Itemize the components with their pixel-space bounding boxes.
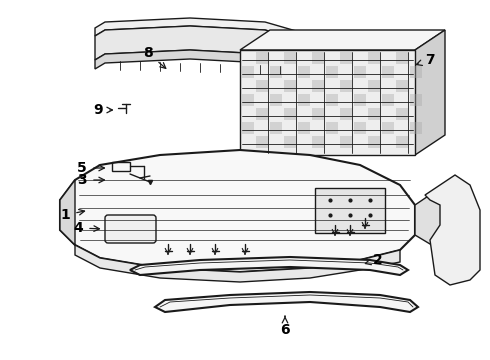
Bar <box>242 94 254 106</box>
Bar <box>242 66 254 78</box>
Text: 8: 8 <box>143 46 166 68</box>
Bar <box>284 80 296 92</box>
Bar <box>256 136 268 148</box>
FancyBboxPatch shape <box>105 215 156 243</box>
Polygon shape <box>240 50 415 155</box>
Bar <box>396 136 408 148</box>
Bar <box>312 108 324 120</box>
Bar <box>340 80 352 92</box>
Bar <box>368 80 380 92</box>
Text: 9: 9 <box>93 103 112 117</box>
Polygon shape <box>60 180 75 245</box>
Text: 4: 4 <box>73 221 99 235</box>
Bar <box>298 94 310 106</box>
Bar <box>382 66 394 78</box>
Bar <box>340 108 352 120</box>
Bar <box>312 52 324 64</box>
Bar <box>410 94 422 106</box>
Bar <box>354 94 366 106</box>
Polygon shape <box>315 188 385 233</box>
Bar <box>368 52 380 64</box>
Polygon shape <box>95 18 310 42</box>
Bar <box>382 122 394 134</box>
Bar <box>326 94 338 106</box>
Text: 5: 5 <box>77 161 104 175</box>
Polygon shape <box>75 245 400 282</box>
Bar <box>242 122 254 134</box>
Bar <box>368 108 380 120</box>
Bar <box>298 122 310 134</box>
Bar <box>396 80 408 92</box>
Bar <box>298 66 310 78</box>
Text: 6: 6 <box>280 316 290 337</box>
Polygon shape <box>130 257 408 275</box>
Bar <box>354 122 366 134</box>
Bar <box>396 108 408 120</box>
Bar <box>326 122 338 134</box>
Polygon shape <box>95 26 310 67</box>
Polygon shape <box>425 175 480 285</box>
Bar <box>312 136 324 148</box>
Bar <box>354 66 366 78</box>
Bar <box>256 52 268 64</box>
Bar <box>284 52 296 64</box>
Bar <box>270 94 282 106</box>
Bar <box>284 136 296 148</box>
Bar <box>256 108 268 120</box>
Polygon shape <box>155 292 418 312</box>
Polygon shape <box>415 30 445 155</box>
Polygon shape <box>95 50 310 75</box>
Text: 1: 1 <box>60 208 85 222</box>
Bar <box>410 122 422 134</box>
Bar <box>312 80 324 92</box>
Bar <box>256 80 268 92</box>
Bar <box>368 136 380 148</box>
Bar <box>284 108 296 120</box>
Bar <box>270 122 282 134</box>
Bar <box>326 66 338 78</box>
Polygon shape <box>240 30 445 50</box>
Text: 2: 2 <box>366 253 383 267</box>
Bar <box>340 52 352 64</box>
Bar <box>340 136 352 148</box>
Polygon shape <box>415 188 450 250</box>
Text: 3: 3 <box>77 173 104 187</box>
Bar <box>382 94 394 106</box>
Bar <box>396 52 408 64</box>
Bar <box>270 66 282 78</box>
Polygon shape <box>60 150 415 272</box>
Bar <box>410 66 422 78</box>
Text: 7: 7 <box>416 53 435 67</box>
